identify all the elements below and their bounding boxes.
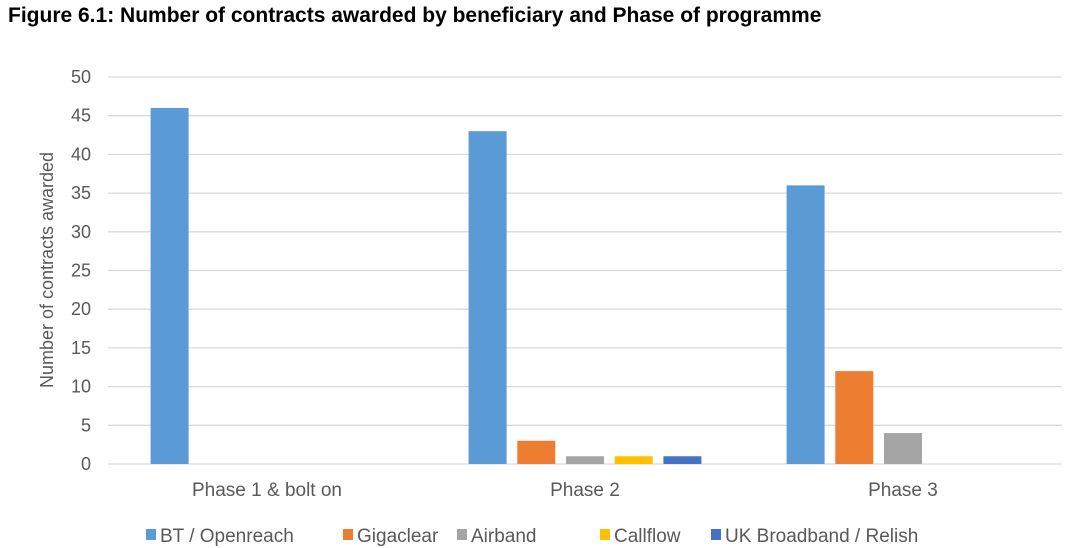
y-tick-label: 45: [71, 106, 91, 126]
legend-item: Gigaclear: [343, 526, 439, 547]
legend-item: Airband: [457, 526, 537, 547]
y-tick-label: 35: [71, 183, 91, 203]
legend-label: Callflow: [614, 526, 681, 547]
y-tick-label: 20: [71, 299, 91, 319]
legend-swatch: [343, 529, 353, 540]
y-axis-label: Number of contracts awarded: [37, 152, 57, 388]
legend-swatch: [146, 529, 156, 540]
y-tick-label: 40: [71, 144, 91, 164]
bars: [150, 107, 922, 465]
bar-2-0: [786, 185, 825, 465]
legend-swatch: [600, 529, 610, 540]
legend-item: Callflow: [600, 526, 681, 547]
y-tick-label: 50: [71, 67, 91, 87]
bar-1-2: [566, 456, 604, 464]
bar-1-0: [468, 131, 507, 464]
legend-item: UK Broadband / Relish: [711, 526, 918, 547]
bar-1-1: [517, 440, 556, 464]
legend-label: BT / Openreach: [160, 526, 294, 547]
y-tick-label: 5: [81, 415, 91, 435]
legend-label: Airband: [471, 526, 537, 547]
bar-1-3: [614, 456, 653, 464]
y-axis-ticks: 0 5 10 15 20 25 30 35 40 45 50: [71, 67, 91, 474]
legend: BT / Openreach Gigaclear Airband Callflow UK…: [146, 526, 918, 547]
x-axis-categories: Phase 1 & bolt on Phase 2 Phase 3: [192, 480, 938, 501]
legend-swatch: [711, 529, 721, 540]
bar-2-2: [884, 433, 922, 464]
x-category-label: Phase 1 & bolt on: [192, 480, 342, 501]
x-category-label: Phase 3: [868, 480, 938, 501]
bar-1-4: [663, 456, 702, 464]
y-tick-label: 25: [71, 261, 91, 281]
x-category-label: Phase 2: [550, 480, 620, 501]
y-tick-label: 0: [81, 454, 91, 474]
gridlines: [108, 76, 1062, 465]
bar-0-0: [150, 107, 189, 465]
legend-label: Gigaclear: [357, 526, 439, 547]
y-tick-label: 30: [71, 222, 91, 242]
y-tick-label: 15: [71, 338, 91, 358]
bar-2-1: [835, 371, 874, 464]
legend-label: UK Broadband / Relish: [725, 526, 918, 547]
chart-title: Figure 6.1: Number of contracts awarded …: [8, 4, 822, 27]
legend-swatch: [457, 529, 467, 540]
legend-item: BT / Openreach: [146, 526, 294, 547]
y-tick-label: 10: [71, 377, 91, 397]
